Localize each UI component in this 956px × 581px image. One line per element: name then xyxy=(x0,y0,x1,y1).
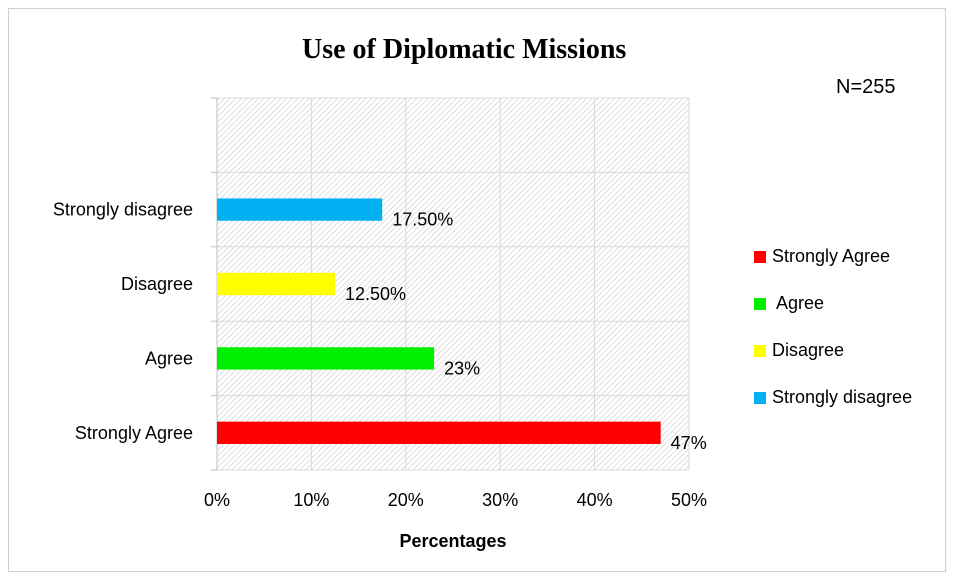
bar-value-label: 23% xyxy=(444,358,480,378)
category-label: Agree xyxy=(145,348,193,368)
category-labels: Strongly Agree Agree Disagree Strongly disa… xyxy=(53,200,193,443)
legend-item: Strongly Agree xyxy=(754,246,890,267)
bar-strongly-agree xyxy=(217,421,661,444)
category-label: Disagree xyxy=(121,274,193,294)
legend-item: Strongly disagree xyxy=(754,387,912,408)
bar-agree xyxy=(217,347,435,370)
sample-size-note: N=255 xyxy=(836,76,896,98)
legend-label: Disagree xyxy=(772,340,845,360)
x-tick-labels: 0% 10% 20% 30% 40% 50% xyxy=(204,490,707,510)
category-label: Strongly disagree xyxy=(53,200,193,220)
x-tick-label: 0% xyxy=(204,490,230,510)
legend-swatch xyxy=(754,297,766,310)
legend-item: Disagree xyxy=(754,340,844,361)
chart-title-text: Use of Diplomatic Missions xyxy=(302,34,627,65)
category-label: Strongly Agree xyxy=(75,423,193,443)
bars xyxy=(217,198,661,444)
legend-swatch xyxy=(754,344,766,357)
bar-value-labels: 47% 23% 12.50% 17.50% xyxy=(345,210,707,453)
legend-label: Agree xyxy=(772,293,825,313)
x-axis-label: Percentages xyxy=(399,531,506,551)
legend-label: Strongly disagree xyxy=(772,387,913,407)
x-tick-label: 20% xyxy=(388,490,424,510)
x-tick-label: 40% xyxy=(577,490,613,510)
bar-value-label: 17.50% xyxy=(392,210,453,230)
legend-swatch xyxy=(754,391,766,404)
legend-label: Strongly Agree xyxy=(772,246,891,266)
x-tick-label: 30% xyxy=(482,490,518,510)
bar-value-label: 47% xyxy=(671,433,707,453)
bar-strongly-disagree xyxy=(217,198,383,221)
bar-disagree xyxy=(217,272,335,296)
bar-value-label: 12.50% xyxy=(345,284,406,304)
legend-item: Agree xyxy=(754,293,824,314)
x-tick-label: 10% xyxy=(293,490,329,510)
legend-swatch xyxy=(754,250,766,263)
x-tick-label: 50% xyxy=(671,490,707,510)
